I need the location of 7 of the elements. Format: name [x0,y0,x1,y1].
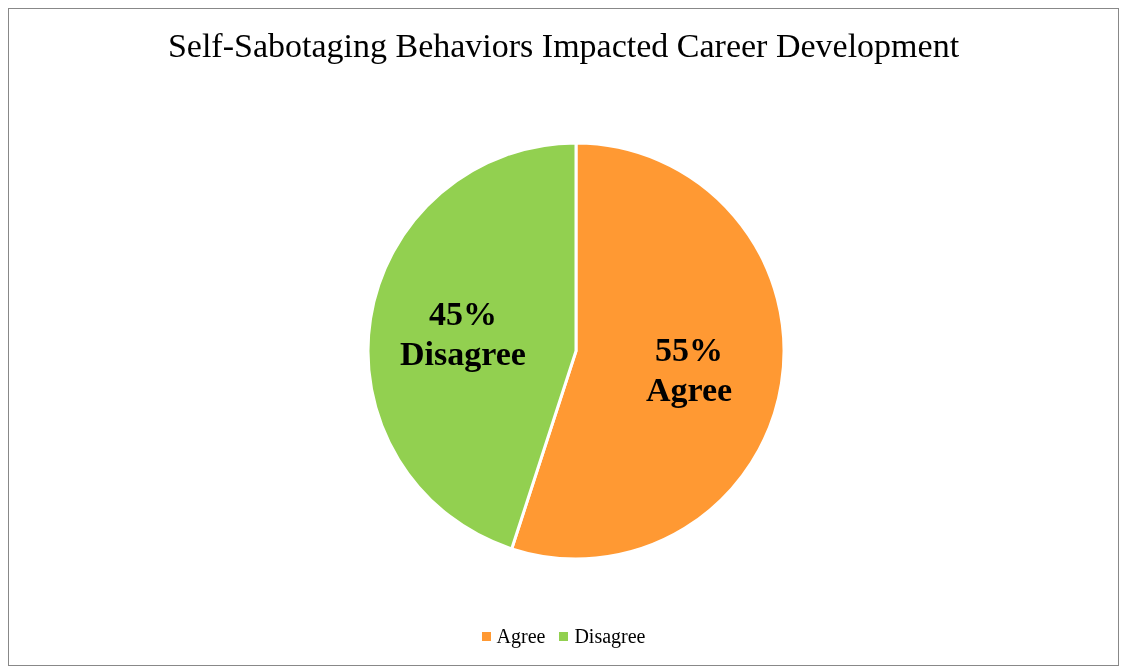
legend-label: Disagree [574,625,646,648]
data-label: 55% [654,330,723,368]
slice-label: Agree [645,370,733,408]
legend-label: Agree [496,625,546,648]
slice-label: Disagree [400,335,526,373]
data-label: 45% [429,295,498,333]
chart-title: Self-Sabotaging Behaviors Impacted Career Development [166,27,961,65]
